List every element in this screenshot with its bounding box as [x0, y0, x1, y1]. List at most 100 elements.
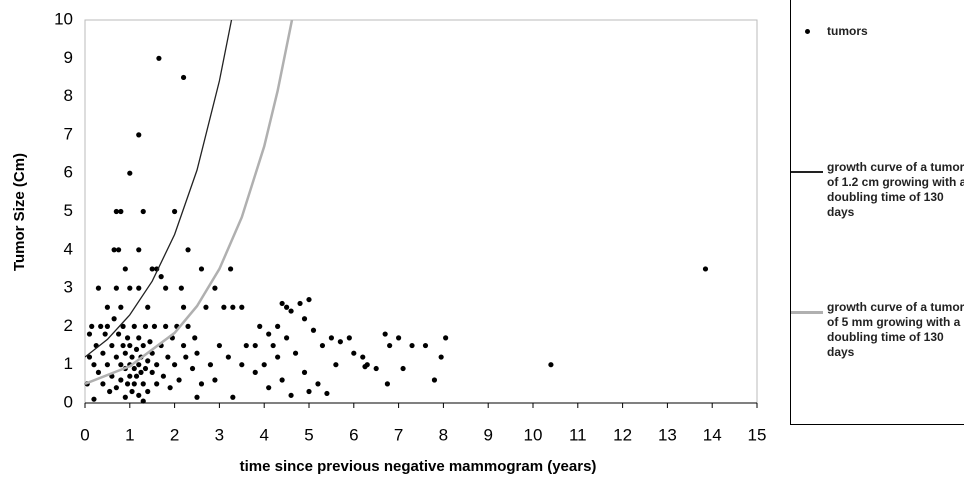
tumor-point	[145, 388, 151, 395]
tumor-point	[142, 323, 149, 329]
tumor-point	[275, 323, 281, 329]
tumor-point	[95, 285, 102, 291]
x-tick-label: 0	[80, 425, 89, 444]
tumor-point	[140, 208, 146, 215]
x-tick-label: 6	[349, 425, 358, 444]
x-tick-label: 12	[613, 425, 632, 444]
tumor-point	[124, 335, 131, 341]
x-tick-label: 2	[170, 425, 179, 444]
x-axis-label: time since previous negative mammogram (…	[240, 458, 597, 475]
tumor-point	[180, 342, 187, 349]
tumor-point	[129, 388, 135, 395]
tumor-point	[257, 323, 263, 329]
tumor-point	[203, 304, 209, 310]
tumor-point	[163, 285, 169, 291]
x-tick-label: 1	[125, 425, 134, 444]
tumor-point	[310, 327, 317, 333]
tumor-point	[266, 331, 272, 337]
tumor-point	[86, 331, 93, 337]
y-tick-label: 9	[64, 48, 73, 67]
tumor-point	[266, 385, 272, 391]
tumor-point	[346, 335, 352, 341]
y-axis-label: Tumor Size (Cm)	[11, 153, 28, 271]
tumor-point	[138, 369, 144, 375]
tumor-point	[122, 266, 128, 272]
tumor-point	[154, 362, 160, 368]
tumor-point	[118, 208, 124, 215]
tumor-point	[86, 354, 93, 360]
tumor-point	[122, 394, 128, 400]
tumor-point	[172, 208, 178, 215]
x-tick-label: 13	[658, 425, 677, 444]
tumor-point	[324, 390, 330, 397]
tumor-point	[212, 377, 218, 383]
tumor-point	[100, 381, 106, 387]
tumor-point	[98, 323, 104, 329]
tumor-point	[89, 323, 95, 329]
x-tick-label: 9	[483, 425, 492, 444]
tumor-point	[216, 342, 222, 349]
tumor-point	[198, 266, 205, 272]
tumor-point	[124, 381, 131, 387]
legend-label: growth curve of a tumor of 1.2 cm growin…	[827, 160, 964, 219]
tumor-point	[288, 308, 294, 314]
tumor-point	[192, 335, 198, 341]
tumor-point	[315, 381, 321, 387]
tumor-point	[100, 350, 106, 356]
tumor-point	[156, 55, 162, 61]
tumor-point	[239, 362, 245, 368]
tumor-point	[116, 331, 122, 337]
tumor-point	[167, 385, 173, 391]
legend-swatch	[805, 29, 810, 34]
tumor-point	[221, 304, 227, 310]
tumor-point	[306, 296, 312, 303]
tumor-point	[297, 300, 303, 307]
tumor-point	[228, 266, 234, 272]
legend-swatch	[791, 311, 823, 314]
tumor-point	[333, 362, 339, 368]
tumor-point	[212, 285, 218, 291]
tumor-point	[127, 373, 133, 379]
tumor-point	[116, 247, 122, 253]
x-tick-label: 15	[748, 425, 767, 444]
x-tick-label: 10	[524, 425, 543, 444]
tumor-point	[127, 285, 133, 291]
tumor-point	[111, 247, 117, 253]
tumor-point	[284, 335, 290, 341]
tumor-point	[118, 304, 124, 310]
tumor-point	[239, 304, 245, 310]
tumor-point	[113, 208, 119, 215]
tumor-point	[548, 362, 554, 368]
y-tick-label: 2	[64, 316, 73, 335]
tumor-point	[158, 274, 164, 280]
tumor-point	[194, 350, 200, 356]
tumor-point	[252, 369, 258, 375]
tumor-point	[360, 354, 366, 360]
y-tick-label: 6	[64, 163, 73, 182]
tumor-point	[145, 358, 151, 364]
growth-curve	[85, 20, 233, 358]
y-tick-label: 1	[64, 354, 73, 373]
tumor-point	[104, 323, 110, 329]
tumor-point	[111, 316, 117, 322]
tumor-point	[176, 377, 182, 383]
chart: time since previous negative mammogram (…	[11, 9, 767, 475]
tumor-point	[147, 339, 153, 345]
tumor-point	[301, 316, 308, 322]
tumor-point	[107, 388, 113, 395]
tumor-point	[288, 392, 294, 398]
tumor-point	[337, 339, 343, 345]
tumor-point	[136, 362, 142, 368]
growth-curve	[85, 20, 294, 386]
tumor-point	[351, 350, 357, 356]
tumor-point	[438, 354, 444, 360]
tumor-point	[275, 354, 281, 360]
tumor-point	[400, 365, 406, 372]
tumor-point	[91, 362, 97, 368]
tumor-point	[136, 285, 142, 291]
tumor-point	[422, 342, 429, 349]
y-tick-label: 10	[54, 9, 73, 28]
tumor-point	[163, 323, 169, 329]
tumor-point	[319, 342, 326, 349]
tumor-point	[387, 342, 393, 349]
